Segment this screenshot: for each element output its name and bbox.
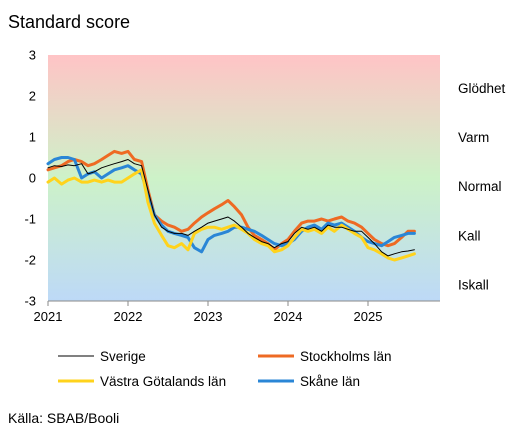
zone-label: Kall [458, 228, 481, 243]
legend-label: Sverige [100, 349, 146, 364]
y-tick-label: -1 [24, 212, 36, 227]
zone-label: Glödhet [458, 81, 506, 96]
x-tick-label: 2024 [274, 309, 303, 324]
y-tick-label: 2 [29, 89, 36, 104]
zone-labels: Glödhet Varm Normal Kall Iskall [458, 81, 506, 293]
legend: Sverige Stockholms län Västra Götalands lä… [58, 349, 392, 389]
zone-label: Normal [458, 179, 502, 194]
series-line-västra-götalands-län [46, 168, 416, 262]
x-tick-label: 2022 [114, 309, 143, 324]
x-axis-ticks: 2021 2022 2023 2024 2025 [34, 301, 383, 324]
plot-background [48, 55, 440, 301]
x-tick-label: 2021 [34, 309, 63, 324]
x-tick-label: 2023 [194, 309, 223, 324]
chart-title: Standard score [8, 12, 130, 32]
series-line-stockholms-län [46, 149, 416, 252]
y-tick-label: 3 [29, 48, 36, 63]
y-tick-label: 0 [29, 171, 36, 186]
x-tick-label: 2025 [354, 309, 383, 324]
zone-label: Iskall [458, 278, 489, 293]
legend-label: Västra Götalands län [100, 374, 226, 389]
legend-label: Skåne län [300, 374, 360, 389]
y-tick-label: 1 [29, 130, 36, 145]
source-note: Källa: SBAB/Booli [8, 410, 119, 426]
legend-label: Stockholms län [300, 349, 392, 364]
zone-label: Varm [458, 130, 489, 145]
y-tick-label: -2 [24, 253, 36, 268]
series-line-sverige [47, 159, 415, 257]
y-tick-label: -3 [24, 294, 36, 309]
series-lines [46, 149, 416, 262]
y-axis-ticks: 3 2 1 0 -1 -2 -3 [24, 48, 36, 309]
